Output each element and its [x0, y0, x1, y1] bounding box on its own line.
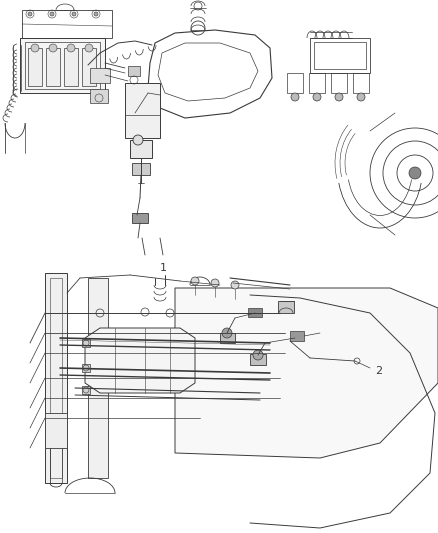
Bar	[90, 68, 110, 83]
Circle shape	[231, 281, 239, 289]
Circle shape	[409, 167, 421, 179]
Bar	[220, 333, 235, 343]
Bar	[45, 273, 67, 483]
Bar	[45, 413, 67, 448]
Circle shape	[222, 328, 232, 338]
Bar	[22, 10, 112, 38]
Circle shape	[357, 93, 365, 101]
Bar	[128, 66, 140, 76]
Bar	[309, 73, 325, 93]
Bar	[82, 386, 90, 394]
Circle shape	[313, 93, 321, 101]
Bar	[20, 38, 105, 93]
Bar	[25, 42, 100, 89]
Circle shape	[191, 277, 199, 285]
Bar	[88, 278, 108, 478]
Circle shape	[31, 44, 39, 52]
Bar	[130, 140, 152, 158]
Bar	[64, 48, 78, 86]
Circle shape	[50, 12, 54, 16]
Circle shape	[133, 135, 143, 145]
Circle shape	[335, 93, 343, 101]
Bar	[82, 364, 90, 372]
Circle shape	[28, 12, 32, 16]
Bar	[82, 339, 90, 347]
Circle shape	[211, 279, 219, 287]
Bar	[250, 354, 266, 365]
Bar	[310, 38, 370, 73]
Bar	[82, 48, 96, 86]
Bar	[287, 73, 303, 93]
Bar	[290, 331, 304, 341]
Bar	[132, 213, 148, 223]
Bar	[278, 301, 294, 313]
Circle shape	[94, 12, 98, 16]
Polygon shape	[175, 288, 438, 458]
Text: 2: 2	[375, 366, 382, 376]
Circle shape	[49, 44, 57, 52]
Polygon shape	[85, 328, 195, 393]
Circle shape	[253, 350, 263, 360]
Bar	[50, 278, 62, 478]
Circle shape	[67, 44, 75, 52]
Bar	[353, 73, 369, 93]
Bar	[46, 48, 60, 86]
Circle shape	[291, 93, 299, 101]
Circle shape	[85, 44, 93, 52]
Bar	[248, 308, 262, 317]
Bar	[28, 48, 42, 86]
Circle shape	[72, 12, 76, 16]
Bar	[132, 163, 150, 175]
Text: 1: 1	[159, 263, 166, 273]
Bar	[331, 73, 347, 93]
Bar	[125, 83, 160, 138]
Bar	[90, 89, 108, 103]
Bar	[314, 42, 366, 69]
